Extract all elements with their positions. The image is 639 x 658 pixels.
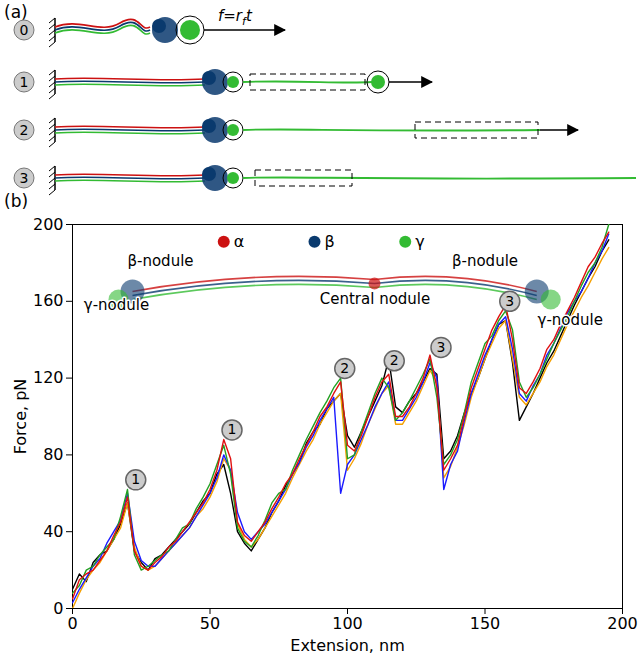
svg-text:f=rft: f=rft [218, 7, 253, 28]
svg-text:3: 3 [505, 293, 514, 309]
svg-text:3: 3 [437, 339, 446, 355]
svg-text:Force, pN: Force, pN [11, 379, 30, 455]
svg-text:γ-nodule: γ-nodule [84, 296, 149, 314]
svg-text:50: 50 [200, 614, 220, 633]
svg-text:γ-nodule: γ-nodule [538, 311, 603, 329]
svg-text:200: 200 [607, 614, 638, 633]
svg-text:2: 2 [20, 122, 29, 138]
svg-text:1: 1 [131, 471, 140, 487]
svg-text:γ: γ [415, 232, 424, 251]
svg-text:40: 40 [43, 522, 63, 541]
svg-text:0: 0 [53, 599, 63, 618]
svg-text:Extension, nm: Extension, nm [290, 636, 404, 655]
svg-text:β-nodule: β-nodule [127, 252, 193, 270]
svg-text:200: 200 [33, 215, 64, 234]
svg-text:150: 150 [470, 614, 501, 633]
svg-text:(b): (b) [4, 191, 28, 210]
svg-text:2: 2 [390, 352, 399, 368]
svg-text:1: 1 [20, 74, 29, 90]
svg-text:β: β [325, 232, 335, 251]
svg-text:β-nodule: β-nodule [452, 252, 518, 270]
svg-text:0: 0 [67, 614, 77, 633]
svg-text:100: 100 [332, 614, 363, 633]
svg-text:3: 3 [20, 170, 29, 186]
svg-text:1: 1 [228, 421, 237, 437]
svg-text:(a): (a) [4, 2, 28, 22]
svg-text:160: 160 [33, 291, 64, 310]
svg-text:0: 0 [20, 22, 29, 38]
svg-text:Central nodule: Central nodule [320, 290, 431, 308]
svg-text:120: 120 [33, 368, 64, 387]
svg-text:α: α [234, 232, 245, 251]
svg-text:2: 2 [340, 360, 349, 376]
svg-text:80: 80 [43, 445, 63, 464]
